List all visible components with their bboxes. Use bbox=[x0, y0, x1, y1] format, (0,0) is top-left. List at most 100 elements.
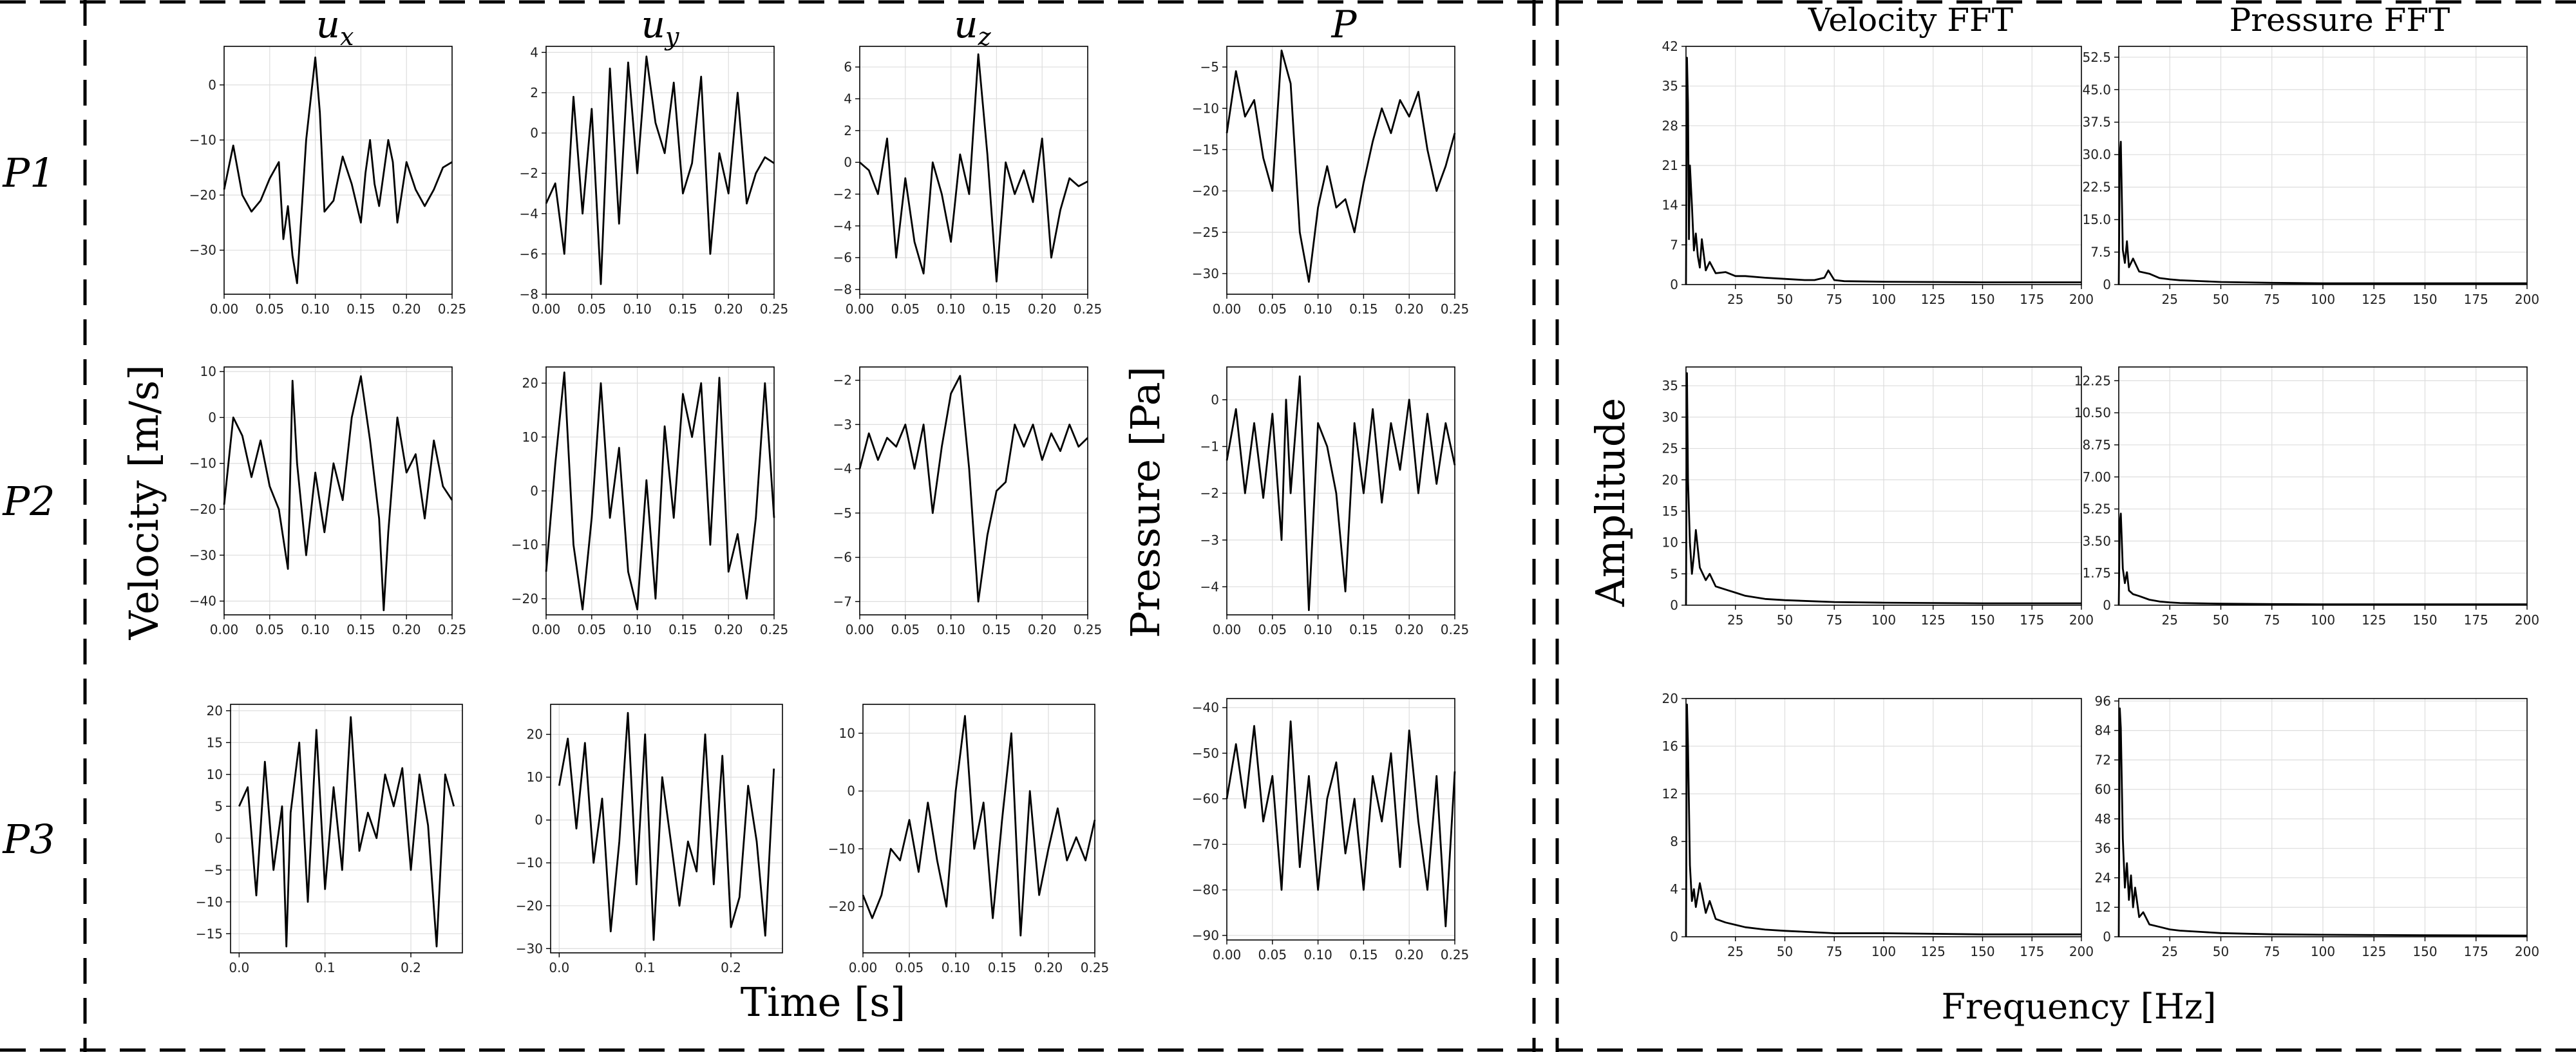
x-tick-label: 25 bbox=[1727, 292, 1743, 307]
x-tick-label: 125 bbox=[2362, 944, 2386, 959]
series-line bbox=[1685, 57, 2081, 285]
axes-frame bbox=[1226, 698, 1455, 941]
x-tick-label: 150 bbox=[2412, 292, 2437, 307]
y-tick-label: 15 bbox=[207, 735, 223, 750]
axes-frame bbox=[859, 366, 1088, 615]
y-tick-label: 96 bbox=[2095, 693, 2111, 709]
y-tick-label: −6 bbox=[520, 246, 538, 261]
x-tick-label: 0.15 bbox=[346, 301, 375, 317]
x-tick-label: 0.25 bbox=[1074, 622, 1103, 637]
y-tick-label: 20 bbox=[207, 703, 223, 719]
y-tick-label: 20 bbox=[527, 727, 543, 742]
x-tick-label: 100 bbox=[1871, 944, 1896, 959]
axes-frame bbox=[1226, 366, 1455, 615]
subplot-P2-P: 0.00 0.05 0.10 0.15 0.20 0.25 0 −1 −2 −3 −4 bbox=[1200, 366, 1469, 637]
y-tick-label: 0 bbox=[2103, 929, 2111, 944]
series-line bbox=[2117, 140, 2527, 285]
y-tick-label: −40 bbox=[189, 594, 216, 609]
series-line bbox=[2117, 707, 2528, 937]
x-tick-label: 175 bbox=[2020, 944, 2044, 959]
y-tick-label: −20 bbox=[189, 187, 216, 203]
x-tick-label: 0.10 bbox=[301, 301, 330, 317]
x-tick-label: 150 bbox=[1970, 292, 1994, 307]
x-tick-label: 0.10 bbox=[936, 301, 965, 317]
x-tick-label: 0.05 bbox=[1258, 947, 1287, 963]
y-tick-label: 25 bbox=[1662, 441, 1678, 456]
y-tick-label: 52.5 bbox=[2082, 50, 2111, 65]
subplot-P2-uz: 0.00 0.05 0.10 0.15 0.20 0.25 −2 −3 −4 −5 −6 −7 bbox=[833, 366, 1103, 637]
x-tick-label: 0.15 bbox=[982, 622, 1011, 637]
y-tick-label: 0 bbox=[847, 784, 855, 799]
axes-frame bbox=[859, 46, 1088, 295]
y-tick-label: 0 bbox=[1670, 597, 1678, 613]
x-tick-label: 0.00 bbox=[532, 301, 561, 317]
y-tick-label: 10 bbox=[1662, 535, 1678, 550]
y-tick-label: 42 bbox=[1662, 39, 1678, 54]
y-tick-label: −90 bbox=[1192, 928, 1219, 943]
y-tick-label: 0 bbox=[214, 831, 223, 846]
x-tick-label: 0.05 bbox=[578, 622, 607, 637]
x-tick-label: 0.05 bbox=[256, 301, 285, 317]
series-line bbox=[1226, 375, 1456, 612]
y-tick-label: 28 bbox=[1662, 118, 1678, 133]
col-title-pressure-fft: Pressure FFT bbox=[2230, 1, 2450, 39]
x-tick-label: 75 bbox=[1826, 944, 1842, 959]
x-tick-label: 0.05 bbox=[891, 301, 920, 317]
x-tick-label: 0.20 bbox=[1395, 622, 1424, 637]
x-tick-label: 75 bbox=[2264, 944, 2280, 959]
row-label-p2: P2 bbox=[2, 478, 55, 525]
x-tick-label: 175 bbox=[2464, 292, 2488, 307]
y-tick-label: −70 bbox=[1192, 836, 1219, 852]
x-tick-label: 0.20 bbox=[392, 301, 421, 317]
x-tick-label: 0.20 bbox=[1395, 947, 1424, 963]
x-tick-label: 125 bbox=[1921, 292, 1946, 307]
x-tick-label: 0.25 bbox=[1441, 301, 1470, 317]
subplot-P2-vfft: 25 50 75 100 125 150 175 200 0 5 10 15 20 25 30 35 bbox=[1662, 366, 2094, 628]
y-tick-label: 0 bbox=[208, 409, 216, 425]
y-tick-label: −8 bbox=[520, 286, 538, 302]
y-tick-label: 5 bbox=[1670, 566, 1678, 581]
y-tick-label: 0 bbox=[1211, 392, 1219, 408]
y-tick-label: 21 bbox=[1662, 158, 1678, 173]
y-tick-label: −30 bbox=[1192, 266, 1219, 281]
x-tick-label: 0.1 bbox=[635, 960, 656, 975]
axes-frame bbox=[545, 46, 775, 295]
x-tick-label: 25 bbox=[1727, 944, 1743, 959]
x-tick-label: 150 bbox=[2412, 612, 2437, 628]
x-tick-label: 100 bbox=[2311, 292, 2335, 307]
x-tick-label: 0.15 bbox=[1349, 622, 1378, 637]
y-tick-label: −10 bbox=[828, 841, 855, 856]
series-line bbox=[859, 53, 1088, 283]
y-tick-label: 4 bbox=[1670, 881, 1678, 897]
y-tick-label: 7.5 bbox=[2090, 245, 2111, 260]
subplot-P3-pfft: 25 50 75 100 125 150 175 200 0 12 24 36 48 60 72 84 96 bbox=[2095, 693, 2540, 959]
x-tick-label: 50 bbox=[2213, 612, 2229, 628]
x-tick-label: 0.25 bbox=[1441, 947, 1470, 963]
x-tick-label: 200 bbox=[2515, 292, 2539, 307]
y-tick-label: −10 bbox=[189, 132, 216, 147]
subplot-P1-ux: 0.00 0.05 0.10 0.15 0.20 0.25 0 −10 −20 −30 bbox=[189, 46, 466, 317]
y-tick-label: −2 bbox=[833, 187, 852, 202]
x-tick-label: 0.00 bbox=[210, 301, 239, 317]
series-line bbox=[1226, 720, 1456, 928]
x-tick-label: 50 bbox=[1777, 944, 1793, 959]
x-tick-label: 150 bbox=[2412, 944, 2437, 959]
subplot-P1-P: 0.00 0.05 0.10 0.15 0.20 0.25 −5 −10 −15 −20 −25 −3… bbox=[1192, 46, 1469, 317]
x-tick-label: 100 bbox=[2311, 944, 2335, 959]
series-line bbox=[545, 371, 775, 610]
y-tick-label: 37.5 bbox=[2082, 115, 2111, 130]
col-title-velocity-fft: Velocity FFT bbox=[1808, 1, 2013, 39]
y-tick-label: −20 bbox=[1192, 183, 1219, 199]
y-tick-label: 4 bbox=[530, 44, 538, 60]
x-tick-label: 75 bbox=[1826, 612, 1842, 628]
y-tick-label: −20 bbox=[189, 502, 216, 517]
y-tick-label: −4 bbox=[833, 461, 852, 476]
subplot-P1-uy: 0.00 0.05 0.10 0.15 0.20 0.25 4 2 0 −2 −4 −6 −8 bbox=[520, 44, 789, 317]
y-tick-label: −2 bbox=[1200, 485, 1219, 501]
y-tick-label: 1.75 bbox=[2082, 565, 2111, 581]
x-tick-label: 0.10 bbox=[301, 622, 330, 637]
x-tick-label: 0.00 bbox=[532, 622, 561, 637]
x-tick-label: 0.00 bbox=[846, 622, 875, 637]
x-tick-label: 0.15 bbox=[982, 301, 1011, 317]
row-label-p1: P1 bbox=[2, 149, 55, 196]
